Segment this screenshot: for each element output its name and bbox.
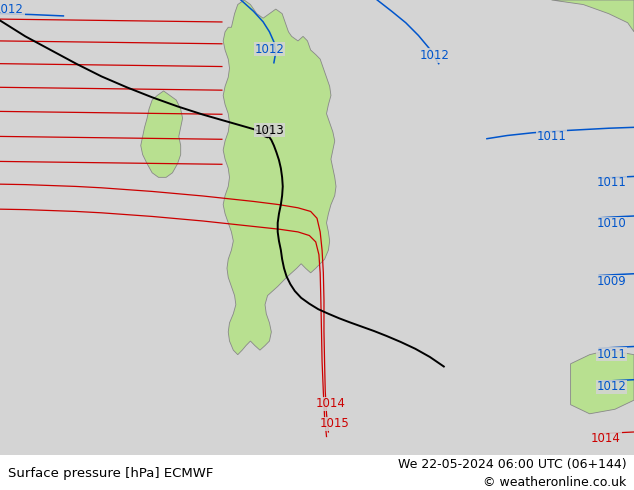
Polygon shape bbox=[223, 0, 336, 355]
Text: 1009: 1009 bbox=[597, 275, 626, 289]
Text: © weatheronline.co.uk: © weatheronline.co.uk bbox=[483, 476, 626, 489]
Text: 1013: 1013 bbox=[255, 123, 284, 137]
Polygon shape bbox=[141, 91, 183, 177]
Text: 1012: 1012 bbox=[0, 2, 24, 16]
Text: Surface pressure [hPa] ECMWF: Surface pressure [hPa] ECMWF bbox=[8, 466, 213, 480]
Text: 1015: 1015 bbox=[320, 417, 349, 430]
Text: 1012: 1012 bbox=[419, 49, 450, 62]
Text: 1012: 1012 bbox=[254, 43, 285, 55]
Text: We 22-05-2024 06:00 UTC (06+144): We 22-05-2024 06:00 UTC (06+144) bbox=[398, 458, 626, 471]
Polygon shape bbox=[571, 350, 634, 414]
Text: 1014: 1014 bbox=[316, 397, 346, 410]
Text: 1014: 1014 bbox=[591, 432, 621, 445]
Text: 1011: 1011 bbox=[597, 176, 627, 189]
Text: 1010: 1010 bbox=[597, 217, 626, 230]
Polygon shape bbox=[552, 0, 634, 32]
Text: 1011: 1011 bbox=[597, 348, 627, 361]
Text: 1012: 1012 bbox=[597, 380, 627, 393]
Text: 1011: 1011 bbox=[536, 130, 567, 143]
